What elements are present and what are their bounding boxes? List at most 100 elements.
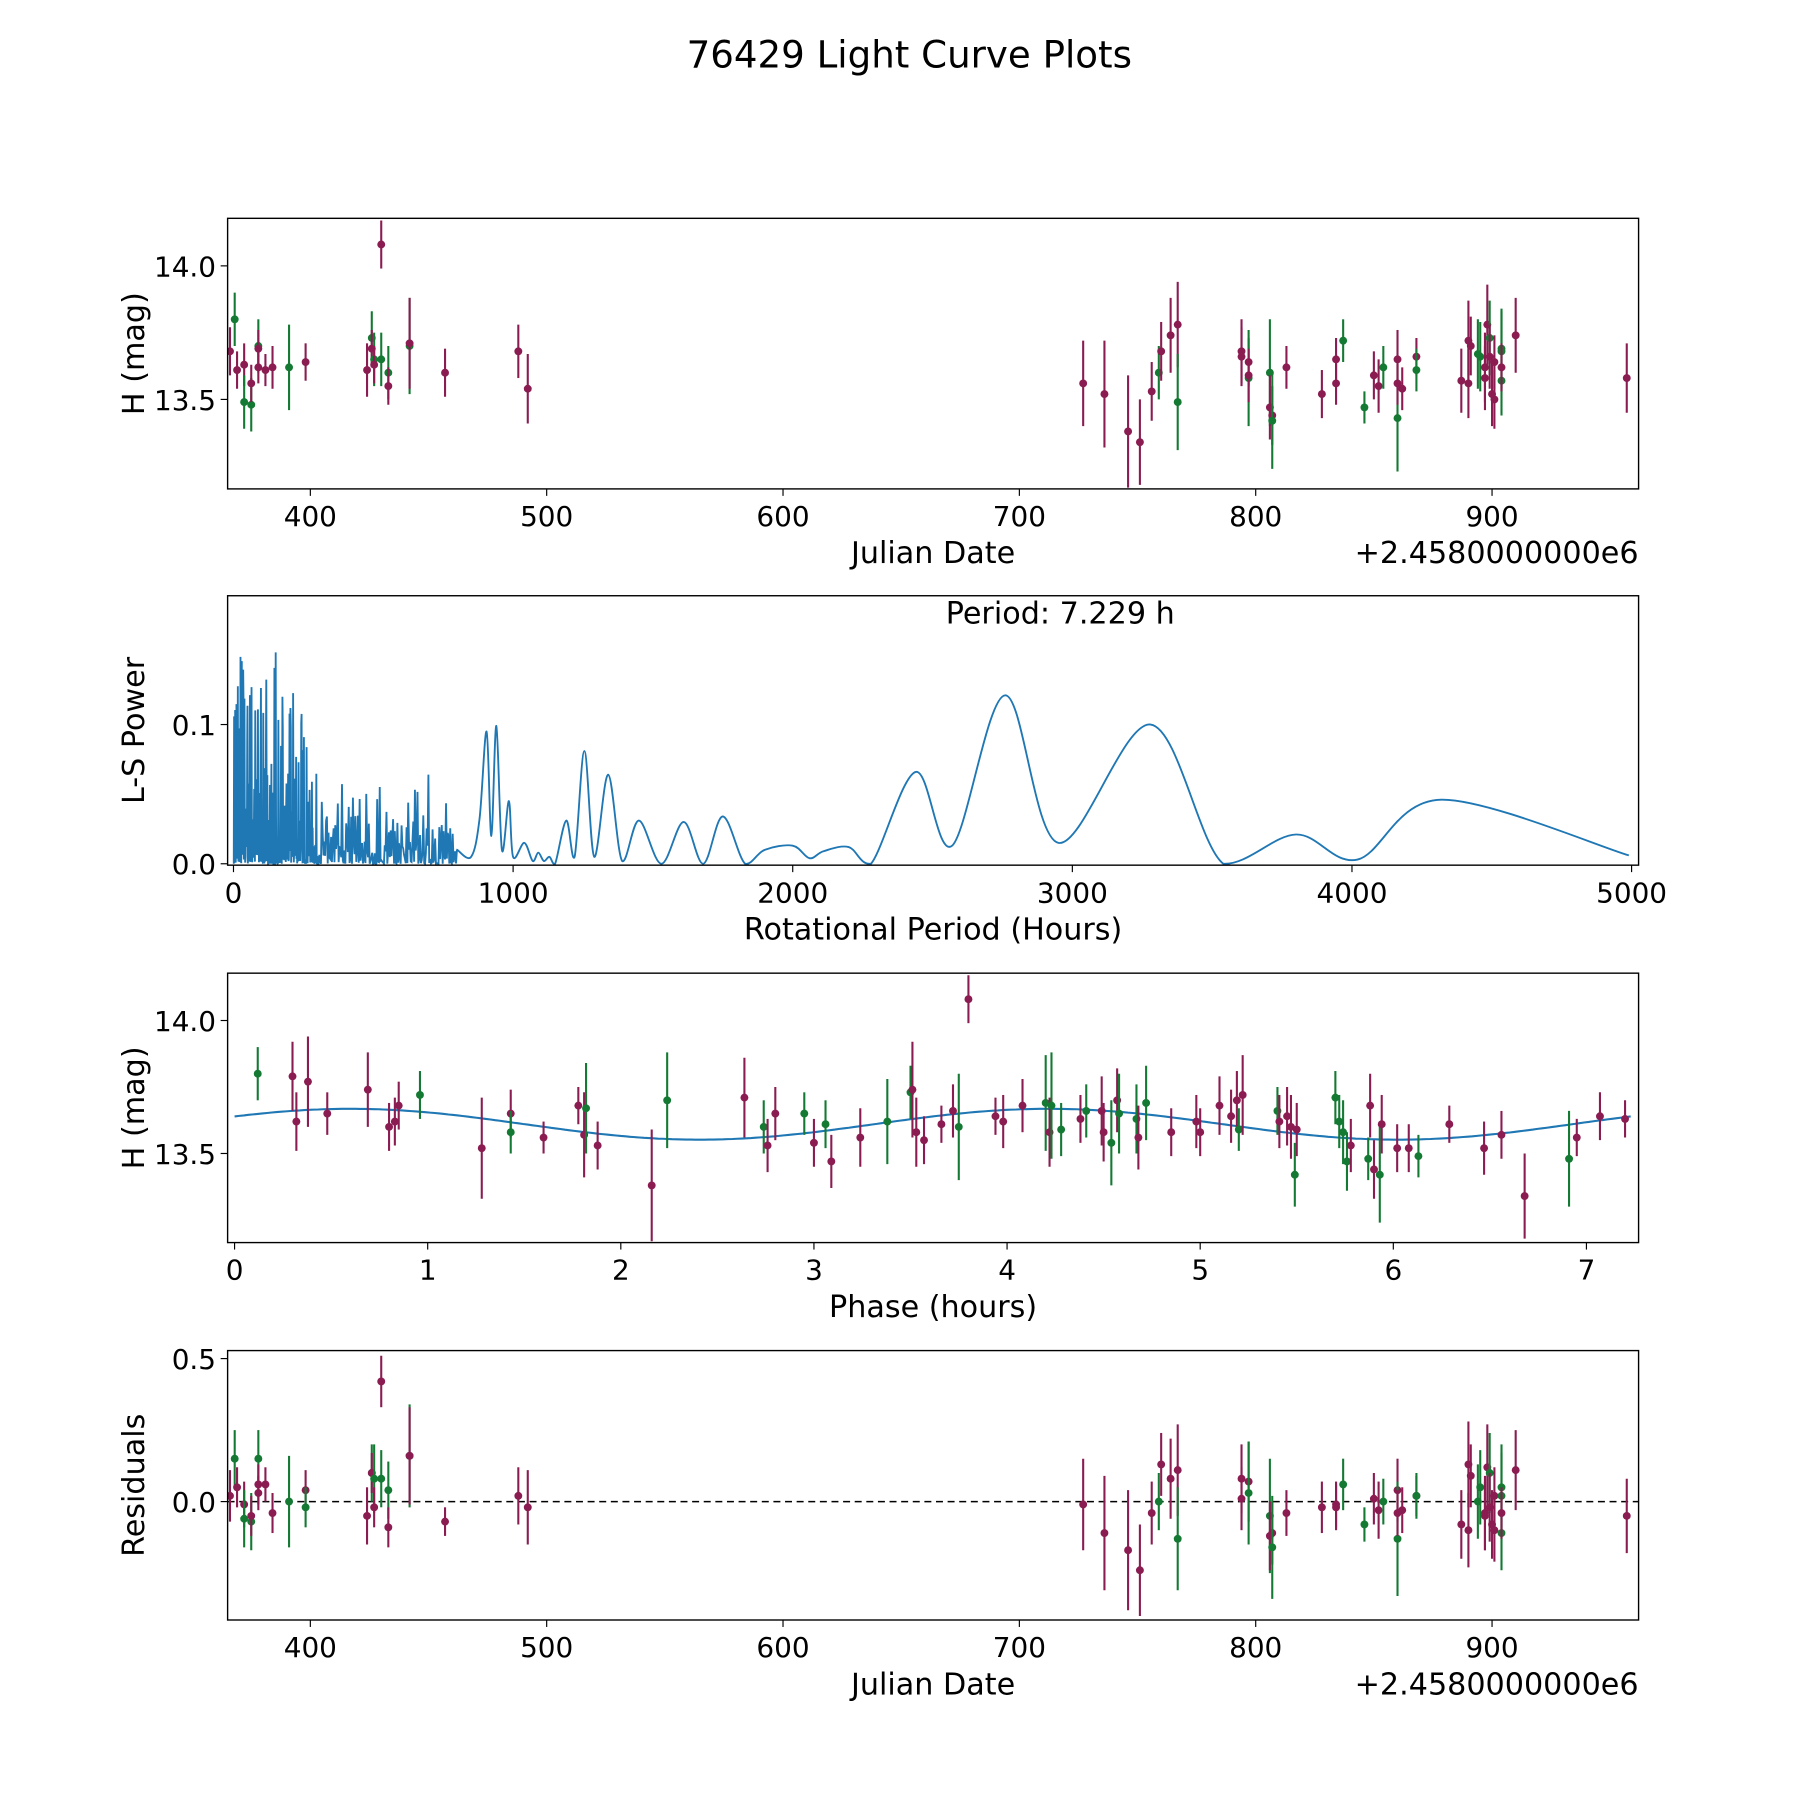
data-point <box>1237 1494 1246 1503</box>
x-tick-label: 5 <box>1191 1254 1209 1287</box>
data-point <box>1244 371 1253 380</box>
x-tick-label: 2000 <box>757 876 828 909</box>
data-point <box>363 366 372 374</box>
y-tick-label: 13.5 <box>154 384 216 417</box>
data-point <box>1244 1489 1253 1497</box>
data-point <box>1147 387 1156 396</box>
data-point <box>827 1157 836 1166</box>
axes-frame <box>226 1349 1640 1621</box>
data-point <box>949 1106 957 1115</box>
data-point <box>384 1486 393 1495</box>
data-point <box>292 1117 301 1126</box>
data-point <box>1331 1093 1340 1102</box>
best-period-annotation: Period: 7.229 h <box>946 597 1175 632</box>
data-point <box>441 368 449 377</box>
data-point <box>1485 352 1494 361</box>
data-point <box>1147 1509 1156 1517</box>
data-point <box>1290 1170 1299 1179</box>
data-point <box>1079 1500 1088 1509</box>
data-point <box>247 379 256 388</box>
data-point <box>759 1122 768 1131</box>
data-point <box>477 1144 486 1153</box>
data-point <box>1100 1529 1109 1538</box>
data-point <box>1476 352 1485 361</box>
data-point <box>1134 1133 1143 1142</box>
data-point <box>523 384 532 393</box>
data-point <box>1238 1091 1247 1099</box>
data-point <box>288 1072 297 1081</box>
x-tick-label: 4 <box>998 1254 1016 1287</box>
x-tick-label: 400 <box>284 500 337 533</box>
data-point <box>233 366 242 374</box>
plot-area <box>227 1355 1639 1616</box>
x-tick-label: 3 <box>805 1254 823 1287</box>
data-point <box>1135 438 1144 447</box>
y-tick-label: 0.1 <box>172 709 216 742</box>
data-point <box>1497 363 1506 372</box>
data-point <box>506 1128 515 1137</box>
data-point <box>240 1514 249 1523</box>
data-point <box>920 1136 928 1145</box>
data-point <box>1366 1101 1375 1110</box>
data-point <box>384 1523 393 1532</box>
data-point <box>771 1109 780 1118</box>
x-axis-label: Phase (hours) <box>829 1290 1037 1325</box>
data-point <box>1215 1101 1224 1110</box>
data-point <box>1596 1112 1604 1121</box>
data-point <box>1457 1520 1466 1529</box>
data-point <box>1364 1154 1373 1163</box>
data-point <box>1332 355 1341 364</box>
periodogram-line <box>232 652 1630 866</box>
x-axis-label: Rotational Period (Hours) <box>744 912 1122 947</box>
data-point <box>1167 1128 1176 1137</box>
data-point <box>233 1483 242 1492</box>
data-point <box>1227 1112 1236 1121</box>
data-point <box>1166 331 1175 340</box>
data-point <box>1154 1497 1163 1506</box>
data-point <box>370 1474 379 1483</box>
x-tick-label: 2 <box>612 1254 630 1287</box>
x-tick-label: 3000 <box>1037 876 1108 909</box>
data-point <box>1572 1133 1581 1142</box>
data-point <box>240 398 249 407</box>
data-point <box>991 1112 1000 1121</box>
x-tick-label: 500 <box>520 1631 573 1664</box>
data-point <box>227 1491 234 1500</box>
data-point <box>1485 1469 1494 1477</box>
data-point <box>1079 379 1088 388</box>
x-offset-label: +2.4580000000e6 <box>1355 1667 1639 1702</box>
data-point <box>1398 384 1407 393</box>
data-point <box>394 1101 403 1110</box>
data-point <box>1622 374 1631 383</box>
y-tick-label: 0.0 <box>172 1486 216 1519</box>
data-point <box>1481 374 1489 383</box>
data-point <box>1099 1128 1108 1137</box>
data-point <box>1466 1471 1475 1480</box>
data-point <box>377 1474 386 1483</box>
data-point <box>1379 1497 1388 1506</box>
data-point <box>1317 1503 1326 1512</box>
data-point <box>1480 1144 1489 1153</box>
data-point <box>1173 320 1182 329</box>
data-point <box>1393 1144 1402 1153</box>
data-point <box>1379 363 1388 372</box>
x-tick-label: 7 <box>1578 1254 1596 1287</box>
data-point <box>1124 427 1133 436</box>
data-point <box>230 1454 239 1463</box>
data-point <box>323 1109 332 1118</box>
data-point <box>539 1133 548 1142</box>
data-point <box>405 1451 414 1460</box>
periodogram-panel: 0 1000 2000 3000 4000 5000 0.0 0.1 Rotational Pe… <box>117 595 1667 947</box>
data-point <box>1393 414 1402 423</box>
data-point <box>1565 1154 1574 1163</box>
data-point <box>1268 416 1277 425</box>
data-point <box>1082 1106 1091 1115</box>
data-point <box>1370 1165 1378 1174</box>
data-point <box>1466 342 1475 350</box>
x-tick-label: 900 <box>1465 500 1518 533</box>
x-tick-label: 800 <box>1229 1631 1282 1664</box>
data-point <box>285 1497 294 1506</box>
data-point <box>1393 355 1402 364</box>
data-point <box>523 1503 532 1512</box>
model-fit-curve <box>234 1107 1631 1141</box>
